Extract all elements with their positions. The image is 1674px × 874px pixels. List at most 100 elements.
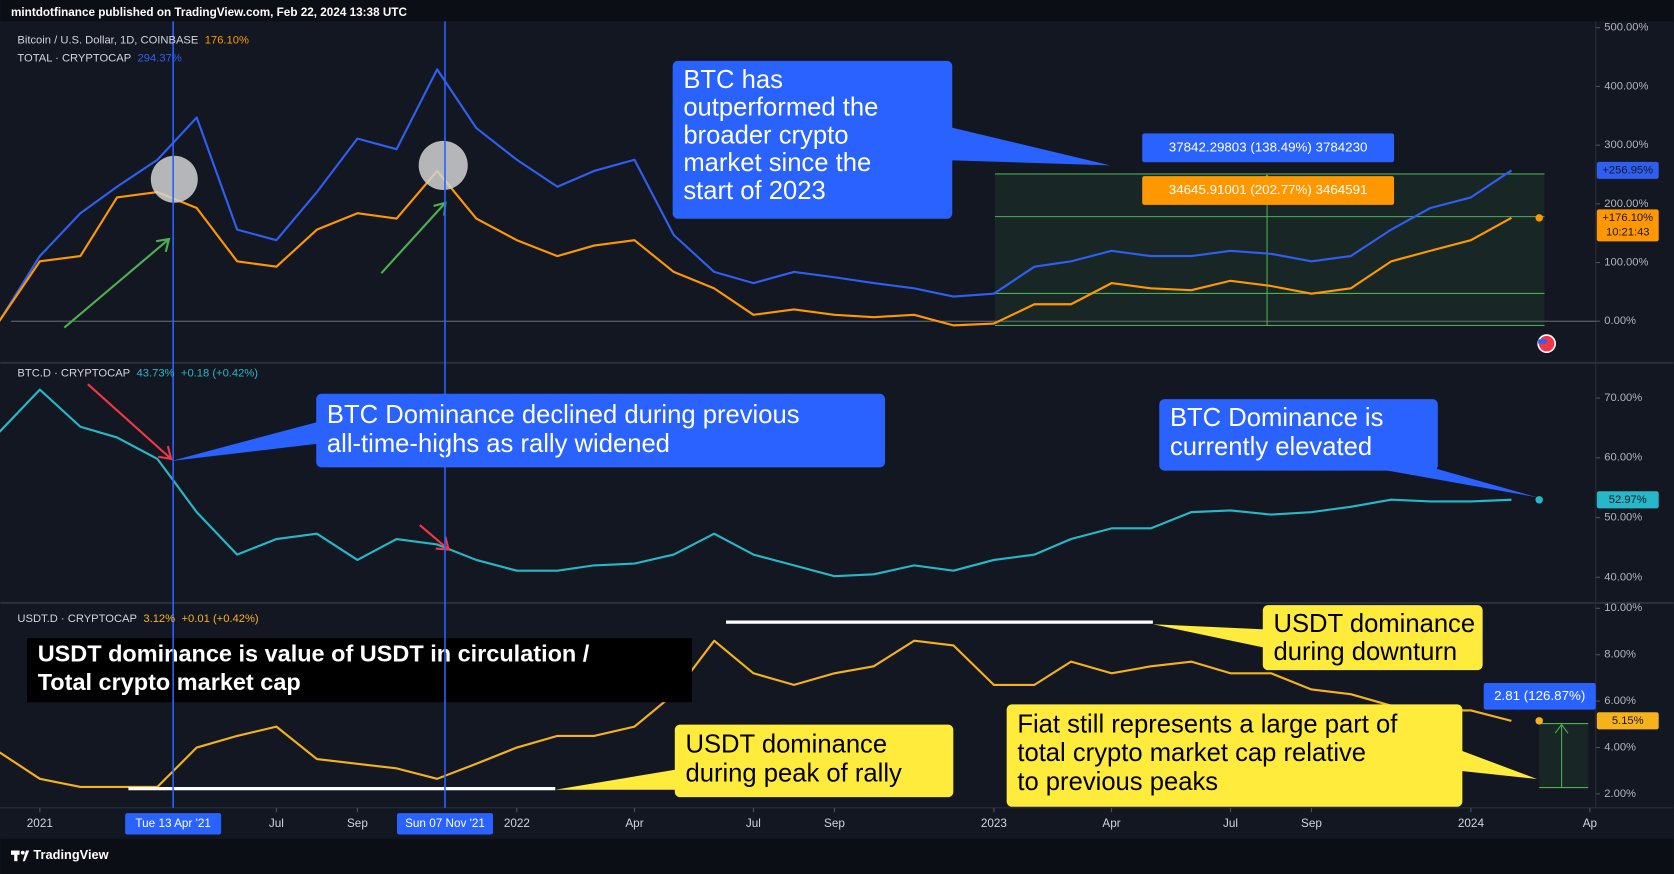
legend-value: 176.10% bbox=[205, 35, 249, 47]
measure-label: 34645.91001 (202.77%) 3464591 bbox=[1169, 182, 1368, 197]
series-line bbox=[0, 639, 1512, 788]
callout-text: USDT dominance is value of USDT in circu… bbox=[38, 640, 590, 666]
measure-area bbox=[1539, 723, 1589, 788]
price-tag-label: +176.10% bbox=[1602, 212, 1653, 224]
x-tick-label: 2022 bbox=[504, 817, 530, 830]
footer-brand: TradingView bbox=[33, 847, 108, 862]
callout-text: currently elevated bbox=[1170, 433, 1372, 461]
legend-name: BTC.D · CRYPTOCAP bbox=[17, 367, 130, 379]
measure-label-box bbox=[1142, 176, 1395, 205]
red-arrow bbox=[87, 383, 173, 461]
callout-pointer bbox=[1451, 747, 1538, 780]
legend-change: +0.01 (+0.42%) bbox=[182, 613, 259, 625]
y-tick-label: 2.00% bbox=[1604, 788, 1636, 800]
callout-box bbox=[674, 724, 954, 798]
last-point bbox=[1535, 717, 1543, 725]
x-tick-label: Ap bbox=[1583, 817, 1598, 830]
callout-box bbox=[27, 638, 692, 703]
crosshair-label: Sun 07 Nov '21 bbox=[405, 817, 485, 830]
countdown: 10:21:43 bbox=[1606, 227, 1650, 239]
y-tick-label: 8.00% bbox=[1604, 649, 1636, 661]
callout-text: outperformed the bbox=[683, 94, 878, 122]
legend-value: 43.73% bbox=[137, 367, 175, 379]
price-tag-label: +256.95% bbox=[1602, 164, 1653, 176]
legend-name: USDT.D · CRYPTOCAP bbox=[17, 613, 137, 625]
y-tick-label: 500.00% bbox=[1604, 22, 1648, 34]
price-tag-label: 5.15% bbox=[1612, 715, 1644, 727]
y-tick-label: 0.00% bbox=[1604, 315, 1636, 327]
callout-text: Fiat still represents a large part of bbox=[1017, 710, 1398, 738]
x-tick-label: 2024 bbox=[1458, 817, 1485, 830]
x-tick-label: Jul bbox=[269, 817, 284, 830]
last-point bbox=[1535, 214, 1543, 222]
x-tick-label: 2021 bbox=[27, 817, 53, 830]
drawings: 37842.29803 (138.49%) 3784230 34645.91001… bbox=[27, 21, 1596, 808]
callout-text: broader crypto bbox=[683, 121, 848, 149]
crosshair-label-box bbox=[396, 813, 494, 835]
callout-text: USDT dominance bbox=[1273, 610, 1475, 638]
callout-box bbox=[672, 60, 953, 219]
callout-text: Total crypto market cap bbox=[38, 669, 301, 695]
measure-label: 37842.29803 (138.49%) 3784230 bbox=[1169, 139, 1368, 154]
measure-label: 2.81 (126.87%) bbox=[1494, 688, 1585, 703]
callout-pointer bbox=[1152, 624, 1271, 649]
price-tag bbox=[1596, 491, 1659, 509]
header-text: mintdotfinance published on TradingView.… bbox=[11, 6, 407, 19]
series-line bbox=[0, 169, 1512, 327]
x-tick-label: Apr bbox=[1102, 817, 1120, 830]
footer-logo bbox=[11, 850, 30, 862]
y-tick-label: 4.00% bbox=[1604, 741, 1636, 753]
callout-box bbox=[1262, 605, 1483, 671]
callout-box bbox=[1159, 399, 1438, 471]
y-tick-label: 300.00% bbox=[1604, 139, 1648, 151]
x-tick-label: Sep bbox=[824, 817, 845, 830]
red-arrow bbox=[419, 524, 450, 551]
legend-value: 294.37% bbox=[138, 53, 182, 65]
flag-icon bbox=[1538, 339, 1547, 344]
callout-box bbox=[1006, 704, 1463, 807]
y-tick-label: 50.00% bbox=[1604, 512, 1642, 524]
x-tick-label: Sep bbox=[347, 817, 368, 830]
y-tick-label: 200.00% bbox=[1604, 198, 1648, 210]
legend-name: Bitcoin / U.S. Dollar, 1D, COINBASE bbox=[17, 35, 198, 47]
x-tick-label: Jul bbox=[1223, 817, 1238, 830]
series-layer bbox=[0, 68, 1596, 788]
callout-text: all-time-highs as rally widened bbox=[327, 430, 670, 458]
measure-label-box bbox=[1483, 682, 1596, 710]
y-tick-label: 40.00% bbox=[1604, 571, 1642, 583]
callout-text: BTC Dominance declined during previous bbox=[327, 401, 800, 429]
series-line bbox=[0, 388, 1512, 578]
x-tick-label: Jul bbox=[746, 817, 761, 830]
series-line bbox=[0, 68, 1513, 322]
callout-text: BTC Dominance is bbox=[1170, 404, 1383, 432]
green-arrow bbox=[63, 237, 171, 329]
price-tag bbox=[1596, 161, 1659, 179]
price-tag bbox=[1596, 209, 1659, 242]
legend-name: TOTAL · CRYPTOCAP bbox=[17, 53, 131, 65]
y-tick-label: 60.00% bbox=[1604, 452, 1642, 464]
callout-text: start of 2023 bbox=[683, 177, 825, 205]
y-tick-label: 6.00% bbox=[1604, 695, 1636, 707]
crosshair-label: Tue 13 Apr '21 bbox=[135, 817, 210, 830]
measure-arrow bbox=[1554, 723, 1569, 788]
header-bar bbox=[0, 0, 1674, 22]
callout-text: BTC has bbox=[683, 66, 783, 94]
y-tick-label: 400.00% bbox=[1604, 80, 1648, 92]
callout-text: during peak of rally bbox=[685, 760, 902, 788]
highlight-circle bbox=[418, 140, 468, 190]
callout-text: during downturn bbox=[1273, 638, 1457, 666]
callout-text: USDT dominance bbox=[685, 731, 887, 759]
callout-pointer bbox=[944, 125, 1111, 166]
callout-text: market since the bbox=[683, 149, 871, 177]
y-tick-label: 70.00% bbox=[1604, 392, 1642, 404]
measure-label-box bbox=[1142, 133, 1395, 163]
price-tag bbox=[1596, 712, 1659, 730]
x-tick-label: Sep bbox=[1301, 817, 1322, 830]
highlight-circle bbox=[150, 155, 198, 203]
callout-pointer bbox=[171, 418, 353, 462]
footer-bar bbox=[0, 838, 1674, 874]
x-tick-label: 2023 bbox=[981, 817, 1007, 830]
price-tag-label: 52.97% bbox=[1609, 494, 1647, 506]
callout-box bbox=[316, 393, 886, 468]
